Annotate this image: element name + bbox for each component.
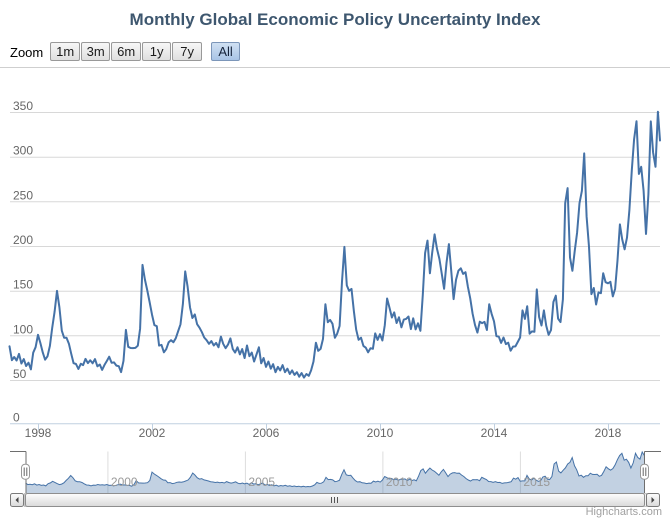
- svg-text:300: 300: [13, 144, 33, 158]
- svg-text:2000: 2000: [111, 475, 138, 489]
- svg-text:0: 0: [13, 410, 20, 424]
- svg-text:1998: 1998: [25, 426, 52, 440]
- svg-text:100: 100: [13, 322, 33, 336]
- svg-text:2015: 2015: [523, 475, 550, 489]
- svg-text:350: 350: [13, 99, 33, 113]
- svg-text:50: 50: [13, 367, 27, 381]
- svg-text:2014: 2014: [481, 426, 508, 440]
- svg-text:250: 250: [13, 188, 33, 202]
- svg-text:2002: 2002: [139, 426, 166, 440]
- svg-text:2005: 2005: [248, 475, 275, 489]
- svg-text:2010: 2010: [367, 426, 394, 440]
- svg-text:150: 150: [13, 278, 33, 292]
- svg-text:2018: 2018: [595, 426, 622, 440]
- svg-text:2006: 2006: [253, 426, 280, 440]
- svg-text:2010: 2010: [386, 475, 413, 489]
- svg-text:200: 200: [13, 233, 33, 247]
